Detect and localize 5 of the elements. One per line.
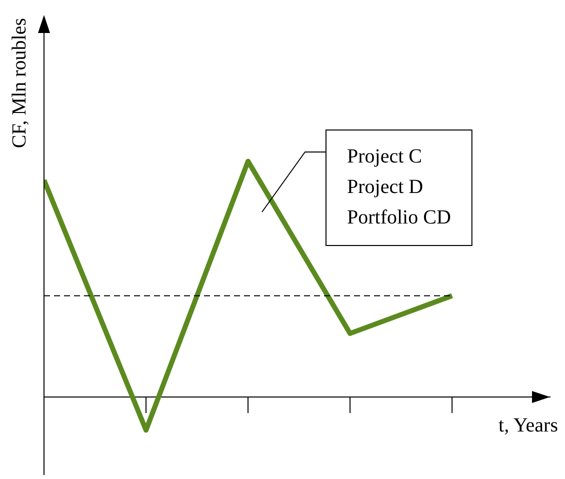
annotation: Portfolio CD: [347, 206, 451, 228]
y-axis-title: CF, Mln roubles: [8, 18, 30, 148]
annotation: Project C: [347, 145, 422, 168]
x-axis-title: t, Years: [498, 414, 558, 436]
annotation: Project D: [347, 176, 424, 198]
